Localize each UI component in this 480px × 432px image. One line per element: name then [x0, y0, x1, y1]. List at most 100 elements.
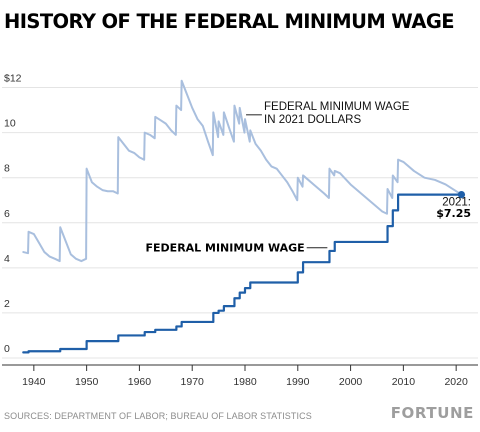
real-point: [54, 258, 56, 260]
brand-logo: FORTUNE: [390, 404, 474, 422]
series-line-real: [22, 79, 463, 263]
real-point: [307, 179, 309, 181]
real-point: [402, 161, 404, 163]
real-point: [70, 253, 72, 255]
nominal-point: [334, 241, 336, 243]
real-point: [75, 258, 77, 260]
nominal-point: [244, 287, 246, 289]
real-point: [238, 122, 240, 124]
x-tick-label: 1960: [128, 376, 152, 388]
real-point: [122, 143, 124, 145]
real-point: [59, 226, 61, 228]
real-point: [33, 233, 35, 235]
real-point: [133, 152, 135, 154]
series-line-nominal: [22, 193, 463, 354]
real-point: [138, 156, 140, 158]
annotation-real-line1: FEDERAL MINIMUM WAGE: [264, 101, 410, 113]
real-point: [64, 240, 66, 242]
nominal-point: [302, 261, 304, 263]
y-tick-label: 4: [4, 253, 10, 265]
nominal-point: [223, 305, 225, 307]
real-point: [154, 116, 156, 118]
real-point: [318, 188, 320, 190]
real-point: [80, 260, 82, 262]
real-point: [360, 192, 362, 194]
real-point: [423, 176, 425, 178]
nominal-point: [239, 291, 241, 293]
nominal-point: [386, 225, 388, 227]
real-point: [244, 118, 246, 120]
real-point: [328, 167, 330, 169]
y-axis: 0 2 4 6 8 10 $12: [4, 73, 22, 355]
real-point: [339, 172, 341, 174]
real-point: [117, 136, 119, 138]
real-point: [154, 137, 156, 139]
nominal-point: [27, 350, 29, 352]
x-tick-label: 2010: [392, 376, 416, 388]
y-tick-label: 10: [4, 118, 16, 130]
nominal-point: [217, 309, 219, 311]
real-point: [233, 140, 235, 142]
real-point: [296, 199, 298, 201]
real-point: [333, 174, 335, 176]
real-point: [143, 158, 145, 160]
nominal-point: [397, 193, 399, 195]
source-note: SOURCES: DEPARTMENT OF LABOR; BUREAU OF …: [4, 411, 312, 421]
nominal-point: [212, 312, 214, 314]
nominal-point: [328, 250, 330, 252]
y-tick-label: 2: [4, 298, 10, 310]
real-point: [159, 119, 161, 121]
real-point: [381, 210, 383, 212]
real-point: [85, 258, 87, 260]
x-tick-label: 1990: [286, 376, 310, 388]
real-point: [334, 170, 336, 172]
real-point: [270, 165, 272, 167]
real-point: [112, 190, 114, 192]
real-point: [217, 120, 219, 122]
nominal-point: [249, 281, 251, 283]
real-point: [301, 186, 303, 188]
real-point: [149, 134, 151, 136]
real-point: [228, 127, 230, 129]
nominal-point: [180, 321, 182, 323]
real-point: [207, 140, 209, 142]
real-point: [413, 170, 415, 172]
real-point: [165, 122, 167, 124]
endpoint-marker: [457, 190, 466, 199]
real-point: [180, 109, 182, 111]
real-point: [180, 80, 182, 82]
real-point: [117, 192, 119, 194]
annotation-real-line2: IN 2021 DOLLARS: [264, 114, 361, 126]
real-point: [455, 190, 457, 192]
real-point: [91, 181, 93, 183]
real-point: [397, 158, 399, 160]
real-point: [275, 167, 277, 169]
real-point: [27, 252, 29, 254]
real-point: [265, 158, 267, 160]
real-point: [170, 129, 172, 131]
nominal-point: [297, 271, 299, 273]
real-point: [175, 104, 177, 106]
real-point: [286, 181, 288, 183]
real-point: [96, 186, 98, 188]
x-tick-label: 1940: [22, 376, 46, 388]
real-point: [249, 129, 251, 131]
nominal-point: [392, 209, 394, 211]
real-point: [386, 188, 388, 190]
real-point: [223, 111, 225, 113]
x-tick-label: 2000: [339, 376, 363, 388]
real-point: [202, 125, 204, 127]
annotation-2021-label: 2021:: [442, 196, 471, 208]
y-tick-label: 8: [4, 163, 10, 175]
real-point: [249, 140, 251, 142]
x-tick-label: 2020: [444, 376, 468, 388]
real-point: [143, 131, 145, 133]
real-point: [260, 149, 262, 151]
real-point: [243, 131, 245, 133]
real-point: [392, 174, 394, 176]
real-point: [85, 167, 87, 169]
real-point: [254, 143, 256, 145]
nominal-point: [154, 329, 156, 331]
